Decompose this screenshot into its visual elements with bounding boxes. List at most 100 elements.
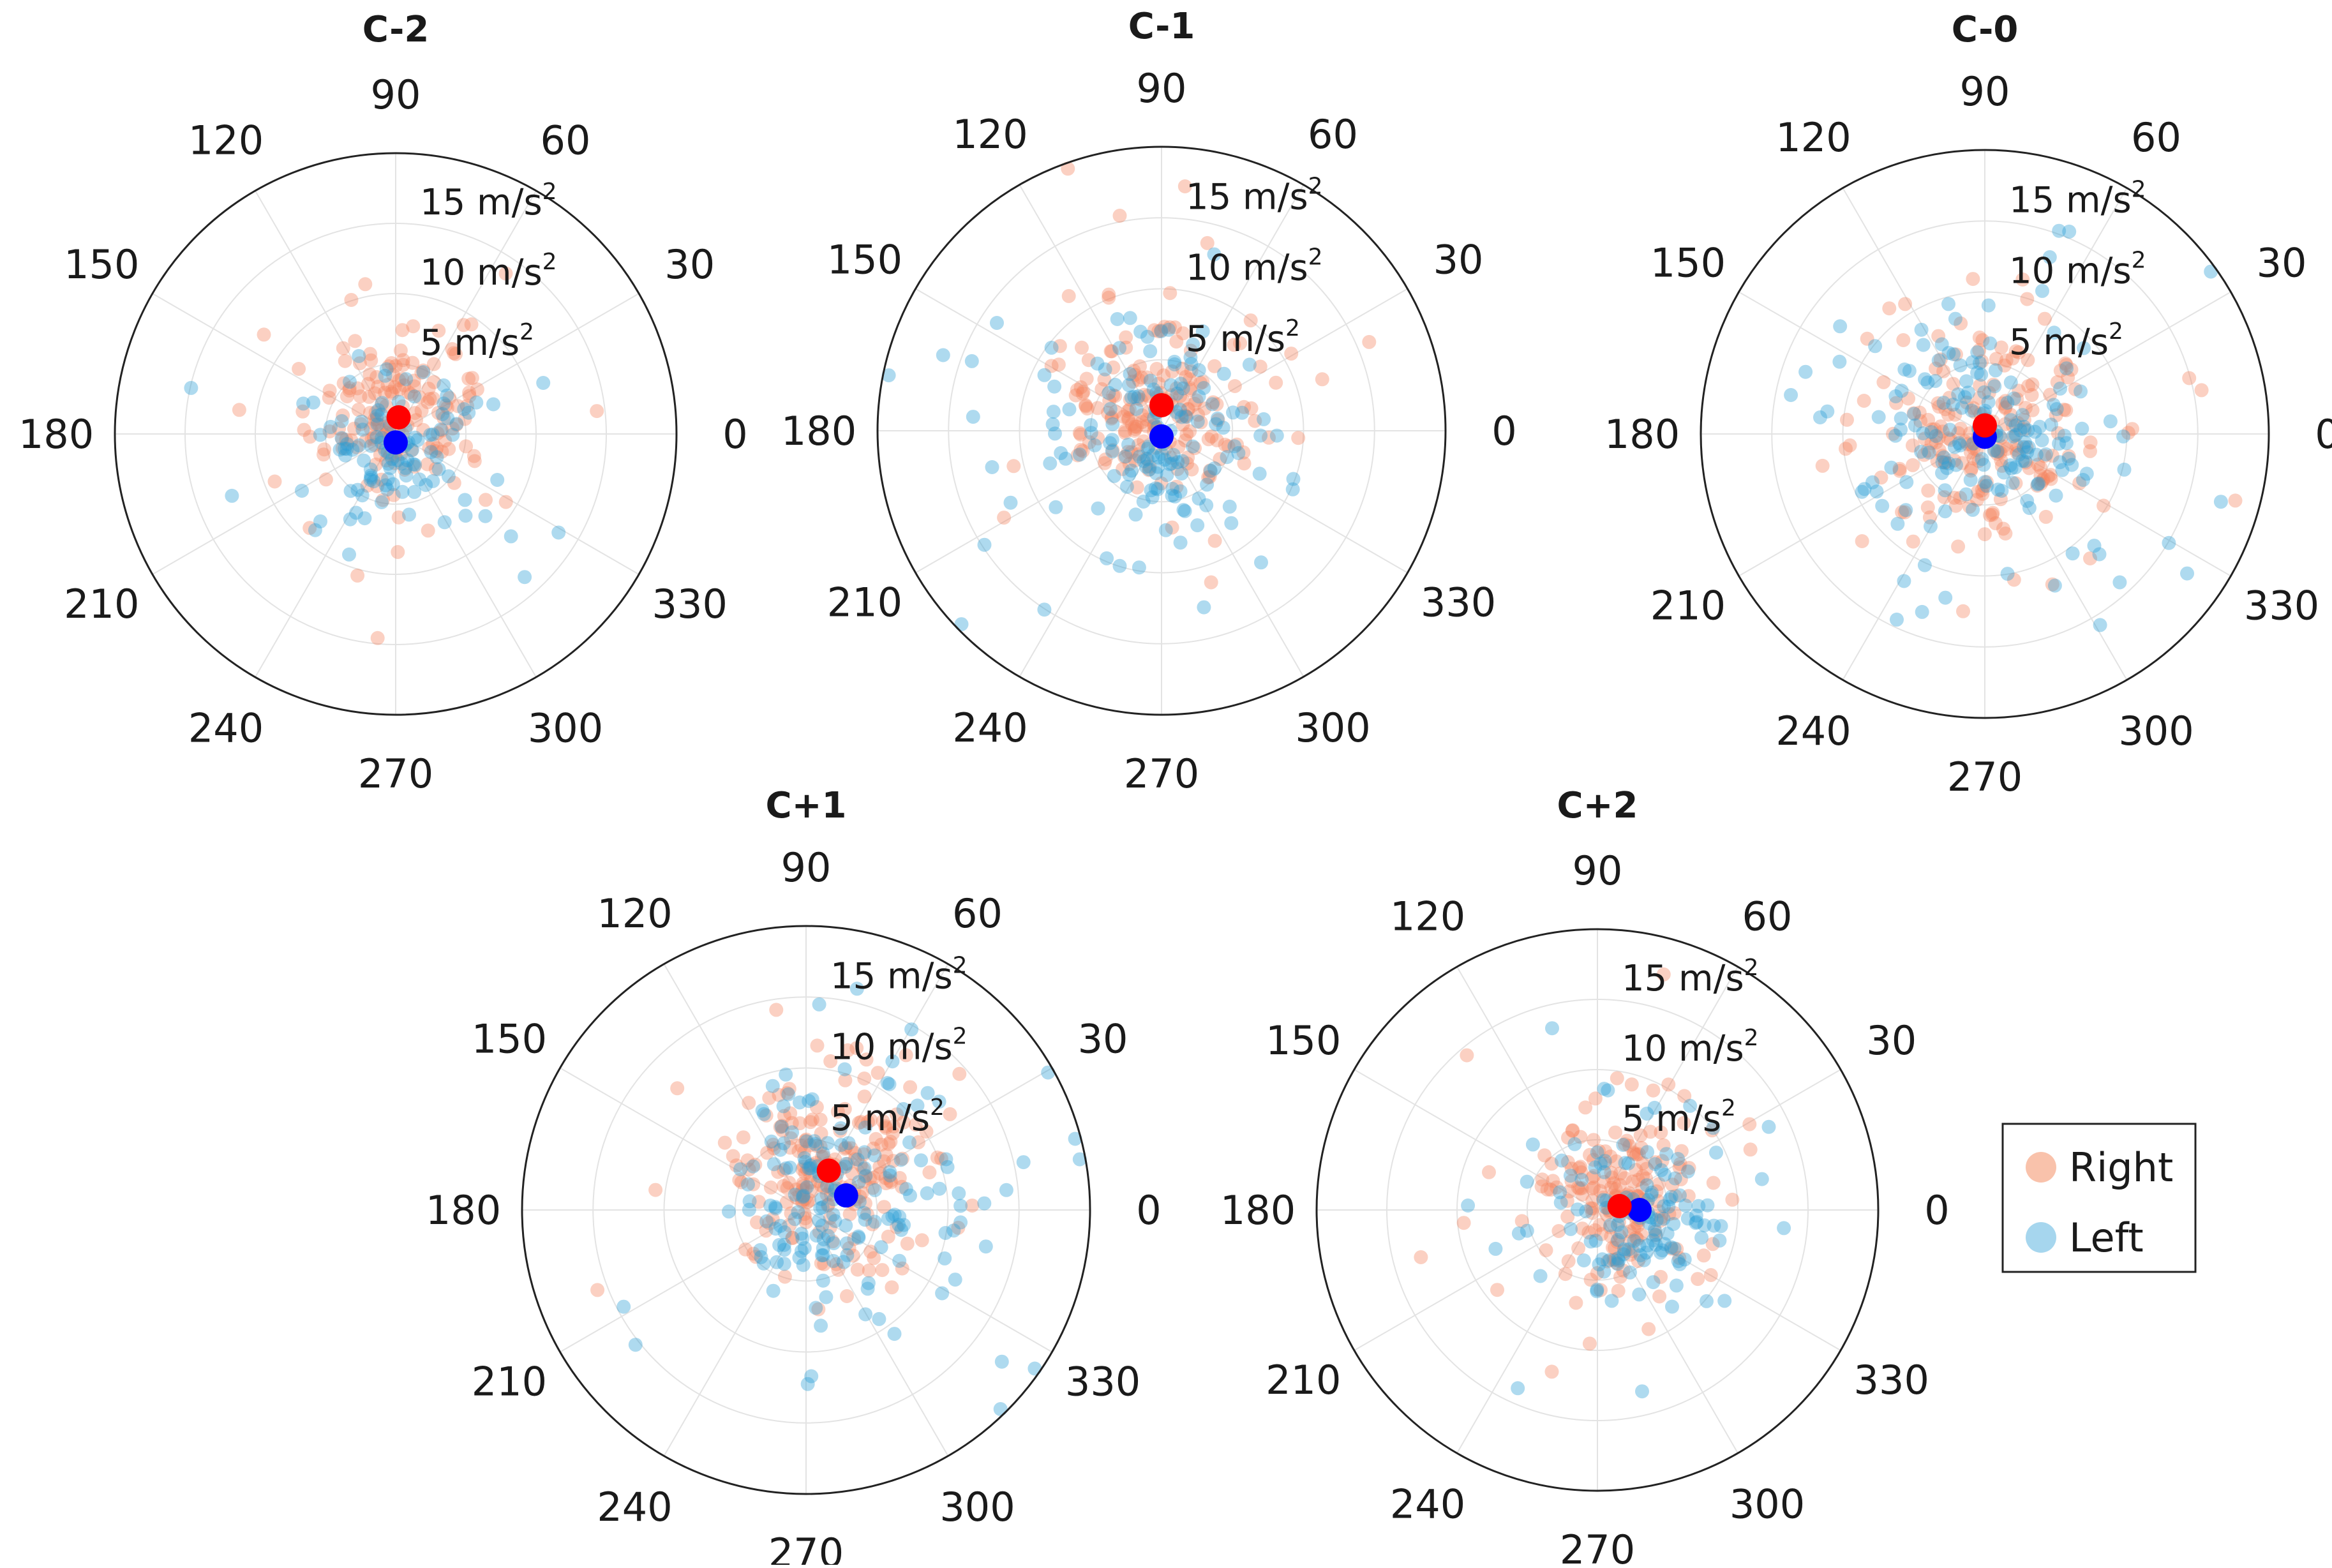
angle-tick-label: 270 — [1947, 754, 2022, 800]
scatter-point — [903, 1188, 917, 1203]
scatter-point — [2000, 396, 2015, 410]
scatter-point — [1178, 433, 1193, 448]
scatter-point — [1894, 384, 1909, 398]
scatter-point — [371, 403, 385, 417]
scatter-point — [1460, 1048, 1474, 1063]
scatter-point — [726, 1149, 740, 1163]
scatter-point — [814, 1256, 828, 1271]
scatter-point — [1654, 1269, 1668, 1284]
scatter-point — [335, 431, 350, 446]
scatter-point — [896, 1101, 911, 1116]
scatter-point — [1197, 381, 1211, 395]
scatter-point — [1062, 402, 1077, 417]
scatter-point — [1707, 1218, 1721, 1233]
scatter-point — [2019, 440, 2034, 454]
scatter-point — [1714, 1219, 1728, 1234]
scatter-point — [2046, 398, 2061, 412]
scatter-point — [759, 1108, 774, 1123]
radius-tick-label: 10 m/s2 — [1622, 1025, 1759, 1070]
scatter-point — [1947, 347, 1961, 362]
scatter-point — [734, 1175, 749, 1190]
scatter-point — [313, 514, 327, 528]
scatter-point — [892, 1209, 907, 1224]
scatter-point — [504, 529, 518, 544]
scatter-point — [1235, 405, 1250, 420]
scatter-point — [848, 1152, 862, 1167]
scatter-point — [2037, 311, 2052, 326]
scatter-point — [946, 1223, 961, 1238]
scatter-point — [762, 1216, 776, 1230]
scatter-point — [804, 1184, 819, 1198]
scatter-point — [1573, 1130, 1588, 1144]
scatter-point — [842, 1241, 856, 1255]
angle-tick-label: 210 — [1650, 583, 1726, 629]
scatter-point — [1668, 1189, 1683, 1204]
scatter-point — [1149, 362, 1164, 376]
scatter-point — [826, 1207, 841, 1222]
scatter-point — [1200, 235, 1215, 250]
scatter-point — [1095, 382, 1109, 396]
angle-tick-label: 90 — [781, 844, 832, 891]
scatter-point — [1119, 479, 1134, 494]
angle-tick-label: 270 — [768, 1530, 844, 1565]
scatter-point — [1079, 399, 1093, 414]
scatter-point — [1951, 539, 1966, 554]
scatter-point — [2006, 429, 2020, 444]
scatter-point — [858, 1169, 873, 1183]
scatter-point — [1680, 1211, 1695, 1226]
scatter-point — [838, 1073, 853, 1087]
scatter-point — [2057, 402, 2071, 417]
scatter-point — [935, 1286, 950, 1301]
scatter-point — [1933, 352, 1948, 367]
scatter-point — [964, 354, 979, 368]
scatter-point — [1717, 1294, 1732, 1308]
scatter-point — [1564, 1161, 1579, 1176]
scatter-point — [371, 380, 385, 394]
scatter-point — [839, 1156, 853, 1171]
angle-tick-label: 30 — [2257, 240, 2307, 287]
scatter-point — [391, 453, 405, 467]
scatter-point — [2117, 462, 2132, 477]
scatter-point — [851, 1229, 866, 1244]
scatter-point — [1627, 1234, 1641, 1248]
scatter-point — [1163, 378, 1178, 392]
scatter-point — [437, 378, 451, 392]
scatter-point — [1142, 459, 1157, 474]
scatter-point — [838, 1160, 853, 1174]
scatter-point — [840, 1289, 854, 1303]
scatter-point — [1994, 458, 2009, 473]
angle-tick-label: 30 — [664, 241, 715, 288]
scatter-point — [1653, 1213, 1668, 1228]
scatter-point — [1102, 393, 1117, 408]
scatter-point — [2020, 445, 2035, 459]
scatter-point — [490, 473, 505, 487]
scatter-point — [1667, 1206, 1682, 1220]
scatter-point — [853, 1158, 868, 1172]
scatter-point — [1924, 436, 1939, 451]
scatter-point — [1618, 1171, 1632, 1186]
scatter-point — [1631, 1147, 1646, 1161]
scatter-point — [2083, 435, 2098, 450]
scatter-point — [1655, 1154, 1670, 1169]
scatter-point — [1655, 1243, 1670, 1258]
scatter-point — [1671, 1254, 1685, 1269]
scatter-point — [804, 1157, 819, 1172]
scatter-point — [1869, 484, 1884, 499]
scatter-point — [783, 1106, 798, 1121]
scatter-point — [387, 456, 402, 470]
angle-tick-label: 270 — [358, 750, 433, 797]
scatter-point — [2035, 474, 2050, 488]
scatter-point — [1640, 1107, 1654, 1121]
scatter-point — [862, 1263, 876, 1278]
scatter-point — [1621, 1156, 1636, 1170]
scatter-point — [431, 462, 446, 477]
scatter-point — [348, 334, 363, 348]
scatter-point — [384, 356, 399, 370]
scatter-point — [401, 385, 415, 400]
scatter-point — [628, 1338, 643, 1352]
scatter-point — [1231, 446, 1246, 460]
angle-tick-label: 180 — [426, 1187, 501, 1234]
scatter-point — [1677, 1252, 1692, 1267]
scatter-point — [839, 1236, 854, 1251]
